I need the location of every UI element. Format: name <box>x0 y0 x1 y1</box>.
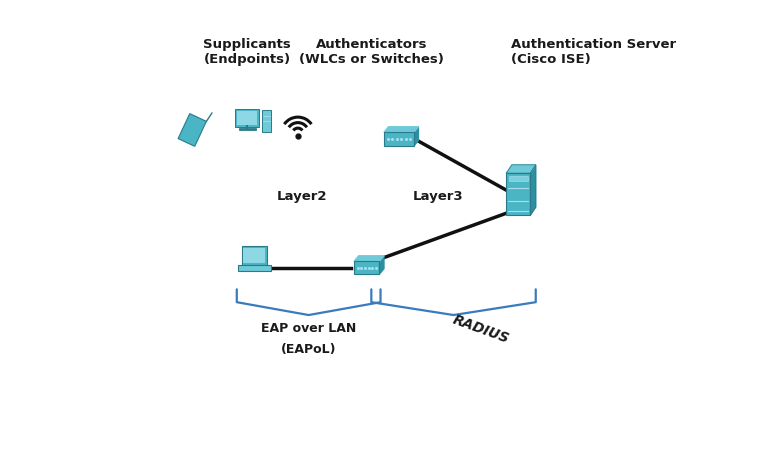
FancyBboxPatch shape <box>509 176 528 182</box>
Text: Layer3: Layer3 <box>412 190 463 203</box>
Text: (EAPoL): (EAPoL) <box>281 343 336 356</box>
Polygon shape <box>530 165 535 215</box>
FancyBboxPatch shape <box>384 132 414 146</box>
Polygon shape <box>384 127 419 132</box>
Polygon shape <box>178 114 206 146</box>
FancyBboxPatch shape <box>238 265 270 271</box>
FancyBboxPatch shape <box>235 109 260 127</box>
FancyBboxPatch shape <box>238 111 257 125</box>
FancyBboxPatch shape <box>262 110 271 132</box>
Text: EAP over LAN: EAP over LAN <box>261 322 356 335</box>
Polygon shape <box>379 256 384 274</box>
Polygon shape <box>414 127 419 146</box>
FancyBboxPatch shape <box>354 261 379 274</box>
Text: Layer2: Layer2 <box>278 190 328 203</box>
Polygon shape <box>354 256 384 261</box>
FancyBboxPatch shape <box>244 248 265 263</box>
Polygon shape <box>506 165 535 173</box>
Text: RADIUS: RADIUS <box>451 313 511 346</box>
FancyBboxPatch shape <box>506 173 530 215</box>
Text: Authentication Server
(Cisco ISE): Authentication Server (Cisco ISE) <box>511 38 677 66</box>
FancyBboxPatch shape <box>241 246 267 265</box>
Text: Supplicants
(Endpoints): Supplicants (Endpoints) <box>204 38 291 66</box>
Text: Authenticators
(WLCs or Switches): Authenticators (WLCs or Switches) <box>299 38 444 66</box>
